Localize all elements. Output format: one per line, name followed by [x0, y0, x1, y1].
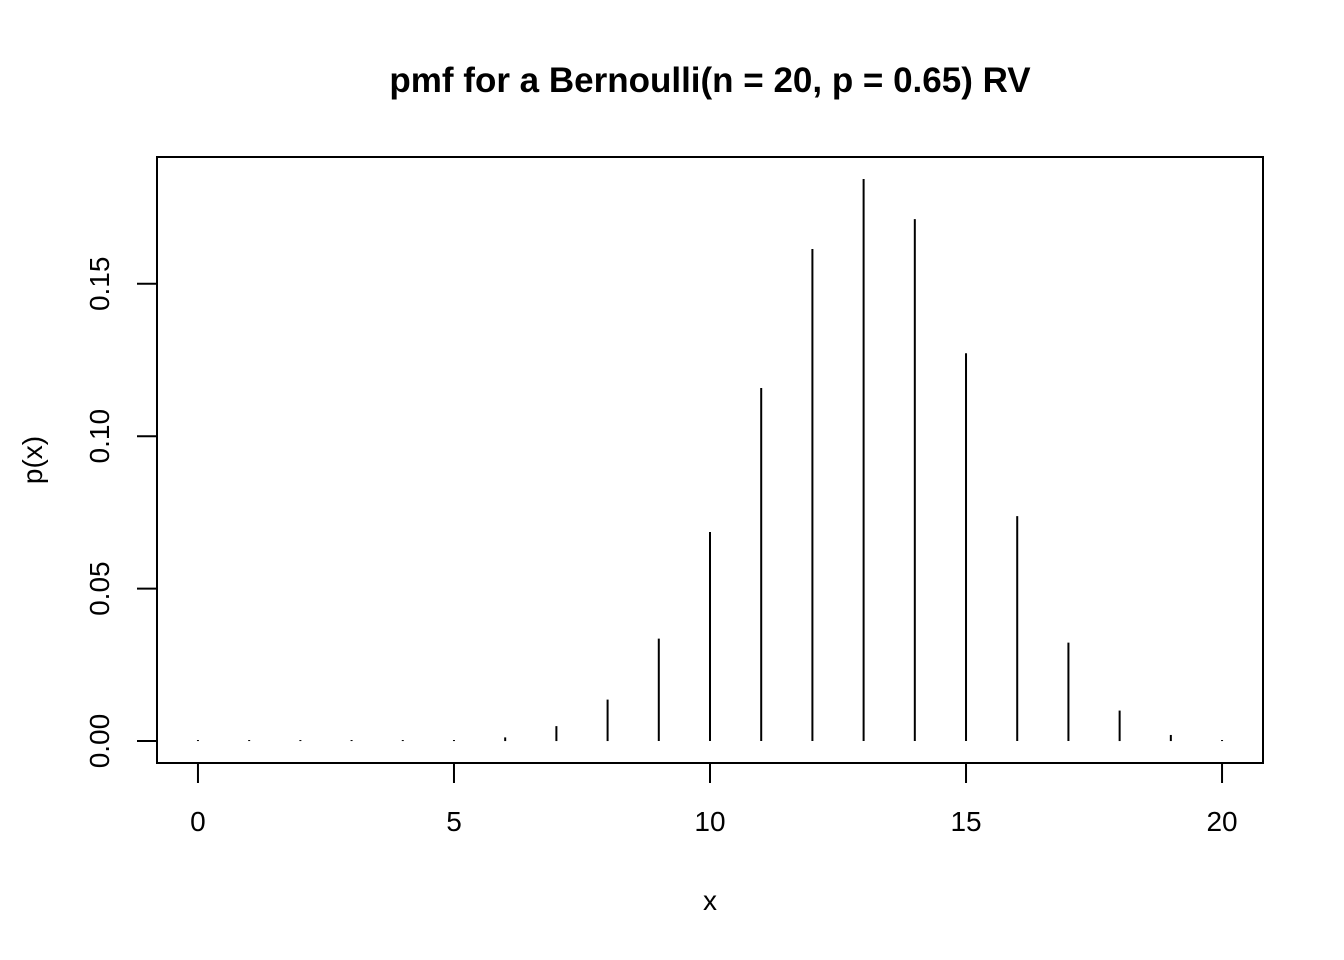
x-tick-label: 15: [950, 806, 981, 837]
bars-group: [196, 178, 1224, 742]
y-axis-title: p(x): [17, 436, 48, 484]
y-axis: 0.00 0.05 0.10 0.15: [84, 257, 158, 769]
x-tick-label: 0: [190, 806, 206, 837]
y-tick-label: 0.05: [84, 561, 115, 616]
y-tick-label: 0.15: [84, 257, 115, 312]
y-tick-label: 0.00: [84, 714, 115, 769]
x-axis: 0 5 10 15 20: [190, 762, 1238, 837]
x-axis-title: x: [703, 885, 717, 916]
x-tick-label: 20: [1206, 806, 1237, 837]
x-tick-label: 10: [694, 806, 725, 837]
chart-title: pmf for a Bernoulli(n = 20, p = 0.65) RV: [389, 61, 1031, 100]
y-tick-label: 0.10: [84, 409, 115, 464]
x-tick-label: 5: [446, 806, 462, 837]
